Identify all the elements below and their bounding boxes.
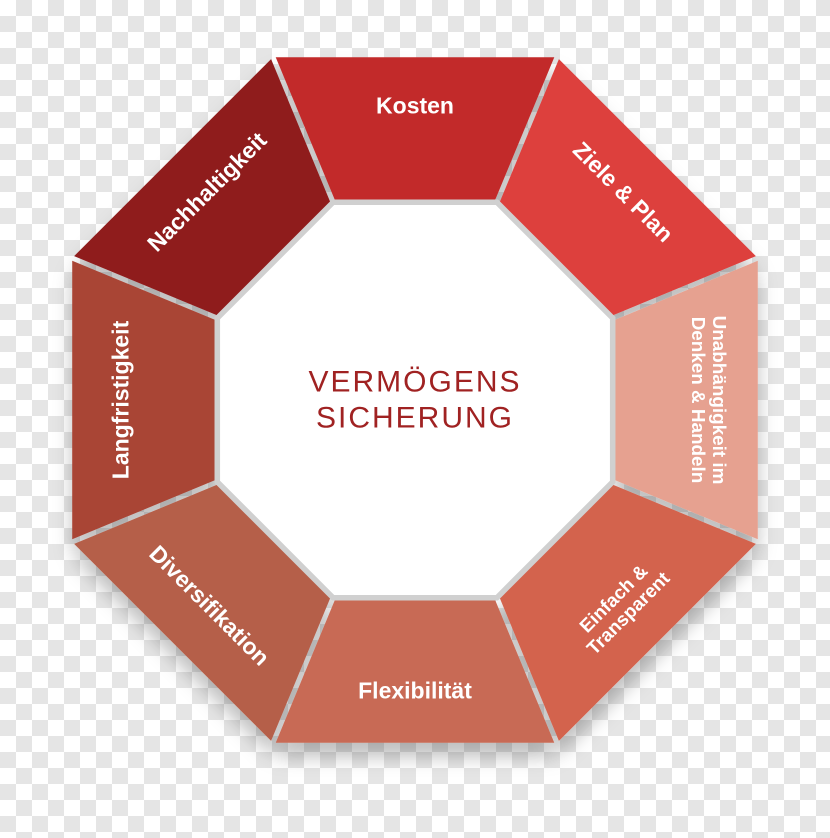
segment-label-7: Kosten [376, 93, 454, 119]
segment-label-3: Flexibilität [358, 678, 472, 704]
center-title-line1: VERMÖGENS [308, 365, 521, 398]
inner-octagon [220, 205, 610, 595]
center-title-line2: SICHERUNG [316, 401, 514, 434]
segment-label-5: Langfristigkeit [108, 320, 134, 479]
segment-label-1: Unabhängigkeit imDenken & Handeln [688, 316, 730, 485]
